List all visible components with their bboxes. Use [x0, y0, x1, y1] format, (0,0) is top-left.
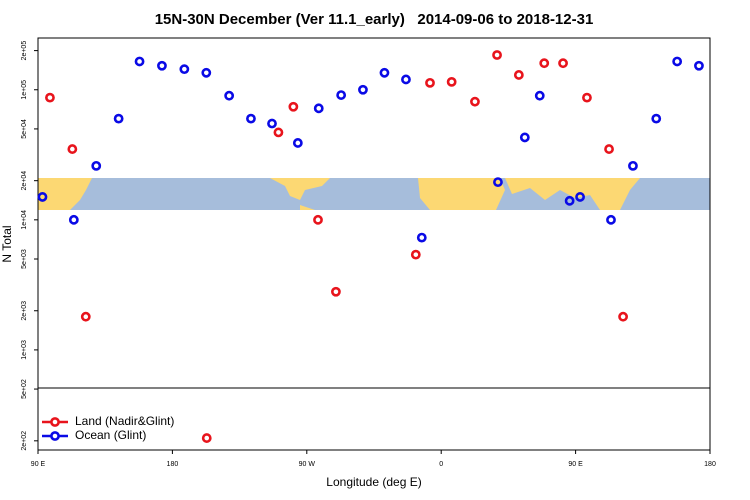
- point: [91, 160, 102, 171]
- point: [113, 113, 124, 124]
- y-tick-label: 1e+05: [21, 80, 28, 100]
- point: [201, 433, 212, 443]
- chart-title: 15N-30N December (Ver 11.1_early) 2014-0…: [155, 11, 594, 28]
- point: [134, 56, 145, 67]
- point: [410, 249, 421, 260]
- point: [618, 311, 628, 322]
- point: [45, 92, 55, 103]
- map-band: [38, 178, 710, 210]
- point: [534, 90, 545, 101]
- point: [201, 67, 212, 78]
- point: [267, 118, 277, 129]
- legend-marker: [50, 417, 60, 427]
- legend-marker: [50, 431, 60, 441]
- point: [336, 90, 347, 100]
- point: [416, 232, 427, 243]
- point: [672, 56, 683, 67]
- y-tick-label: 5e+03: [21, 249, 28, 269]
- point: [604, 144, 614, 154]
- point: [564, 195, 575, 206]
- point: [446, 76, 457, 87]
- point: [694, 60, 704, 71]
- point: [606, 214, 616, 225]
- x-tick-label: 180: [167, 461, 179, 468]
- point: [513, 70, 524, 80]
- point: [179, 64, 190, 75]
- point: [401, 74, 411, 85]
- point: [519, 132, 530, 143]
- legend-label: Ocean (Glint): [75, 428, 146, 442]
- point: [492, 50, 502, 60]
- point: [425, 77, 435, 88]
- point: [358, 84, 368, 95]
- y-tick-label: 2e+05: [21, 41, 28, 61]
- point: [331, 286, 341, 297]
- point: [575, 192, 585, 202]
- point: [288, 101, 299, 112]
- point: [539, 58, 550, 69]
- y-tick-label: 5e+02: [21, 379, 28, 399]
- point: [313, 214, 323, 225]
- legend-label: Land (Nadir&Glint): [75, 414, 174, 428]
- point: [67, 144, 78, 154]
- plot-frame: [37, 37, 711, 451]
- y-tick-label: 2e+04: [21, 171, 28, 191]
- y-tick-label: 2e+02: [21, 431, 28, 451]
- point: [292, 138, 303, 148]
- x-tick-label: 90 E: [31, 461, 46, 468]
- point: [68, 214, 79, 225]
- point: [37, 192, 48, 202]
- point: [224, 90, 235, 101]
- y-tick-label: 1e+04: [21, 210, 28, 230]
- y-tick-label: 2e+03: [21, 301, 28, 321]
- point: [628, 160, 638, 171]
- x-axis-label: Longitude (deg E): [326, 475, 421, 489]
- point: [651, 113, 662, 124]
- x-tick-label: 0: [439, 461, 443, 468]
- x-tick-label: 90 E: [568, 461, 583, 468]
- x-tick-label: 180: [704, 461, 716, 468]
- point: [493, 177, 503, 188]
- y-axis-label: N Total: [0, 225, 14, 262]
- point: [558, 58, 568, 69]
- point: [273, 127, 284, 138]
- point: [246, 113, 256, 124]
- point: [582, 92, 592, 103]
- point: [379, 67, 390, 78]
- y-tick-label: 1e+03: [21, 340, 28, 360]
- y-tick-label: 5e+04: [21, 119, 28, 139]
- point: [80, 311, 91, 322]
- point: [313, 103, 324, 114]
- point: [157, 60, 167, 71]
- x-tick-label: 90 W: [299, 461, 316, 468]
- point: [470, 96, 480, 107]
